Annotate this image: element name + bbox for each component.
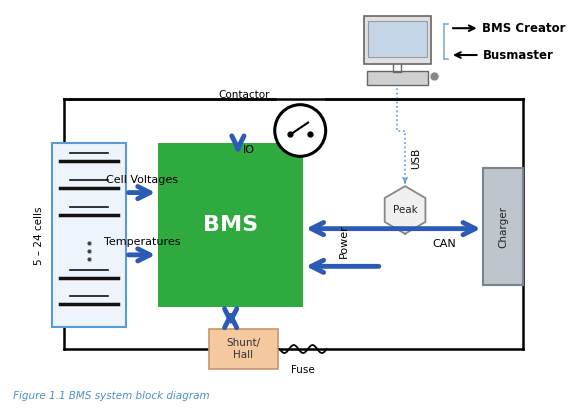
Text: CAN: CAN [433, 239, 456, 248]
Text: Contactor: Contactor [218, 90, 270, 100]
Text: Figure 1.1 BMS system block diagram: Figure 1.1 BMS system block diagram [13, 391, 210, 401]
Text: IO: IO [243, 145, 255, 155]
Text: BMS: BMS [203, 215, 258, 235]
Text: 5 – 24 cells: 5 – 24 cells [33, 206, 43, 265]
Circle shape [275, 105, 326, 156]
Text: Shunt/
Hall: Shunt/ Hall [227, 338, 261, 360]
FancyBboxPatch shape [364, 16, 430, 64]
Text: Charger: Charger [498, 206, 508, 248]
FancyBboxPatch shape [52, 143, 126, 327]
FancyBboxPatch shape [209, 329, 278, 369]
Text: Peak: Peak [393, 205, 417, 215]
Text: Fuse: Fuse [291, 365, 315, 375]
Text: BMS Creator: BMS Creator [483, 22, 566, 35]
Text: Cell Voltages: Cell Voltages [106, 175, 178, 185]
Text: Power: Power [339, 225, 349, 258]
Text: USB: USB [411, 147, 421, 169]
Text: Temperatures: Temperatures [104, 237, 180, 247]
Polygon shape [384, 186, 426, 234]
Text: Busmaster: Busmaster [483, 49, 554, 61]
FancyBboxPatch shape [484, 168, 522, 286]
FancyBboxPatch shape [368, 21, 427, 57]
FancyBboxPatch shape [158, 143, 303, 307]
FancyBboxPatch shape [367, 71, 427, 85]
